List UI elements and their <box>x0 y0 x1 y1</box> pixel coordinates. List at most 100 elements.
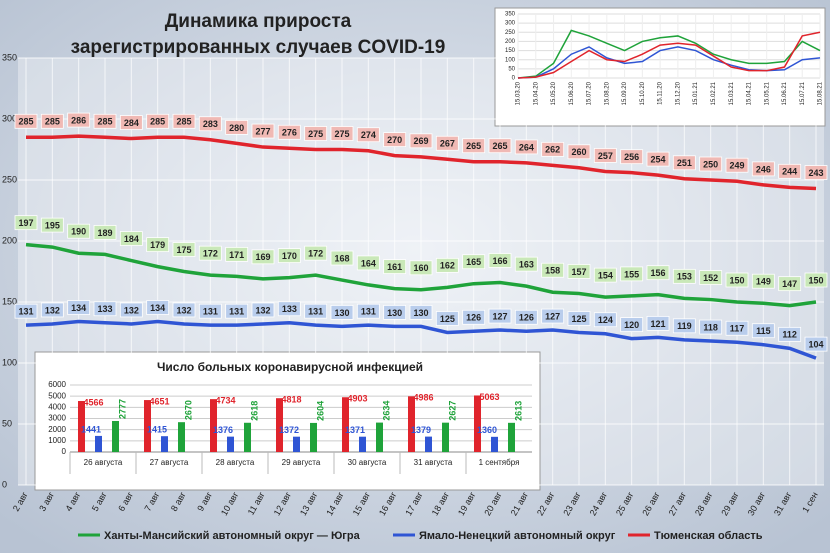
data-label-box <box>356 303 380 319</box>
x-tick-label: 15.05.21 <box>764 81 770 105</box>
data-label-box <box>251 249 275 265</box>
data-label: 166 <box>492 256 507 266</box>
data-label-box <box>435 257 459 273</box>
data-label: 280 <box>229 123 244 133</box>
data-label: 1360 <box>477 425 497 435</box>
data-label: 250 <box>703 159 718 169</box>
data-label: 147 <box>782 279 797 289</box>
data-label-box <box>778 326 802 342</box>
data-label: 244 <box>782 167 797 177</box>
data-label-box <box>435 135 459 151</box>
data-label: 175 <box>176 245 191 255</box>
y-tick-label: 4000 <box>48 402 66 411</box>
data-label: 161 <box>387 262 402 272</box>
x-tick-label: 15.08.20 <box>604 81 610 105</box>
data-label: 130 <box>334 308 349 318</box>
data-label-box <box>93 225 117 240</box>
data-label: 131 <box>229 307 244 317</box>
data-label-box <box>409 133 433 149</box>
y-tick-label: 1000 <box>48 436 66 445</box>
data-label: 132 <box>45 305 60 315</box>
data-label: 152 <box>703 273 718 283</box>
data-label: 125 <box>440 314 455 324</box>
data-label-box <box>67 300 91 315</box>
y-tick-label: 250 <box>505 30 516 36</box>
chart-title: зарегистрированных случаев COVID-19 <box>71 37 446 58</box>
bar <box>210 399 217 452</box>
data-label-box <box>172 302 196 318</box>
data-label: 189 <box>97 228 112 238</box>
data-label: 2777 <box>117 399 127 419</box>
data-label: 265 <box>466 141 481 151</box>
data-label: 115 <box>756 326 771 336</box>
data-label: 267 <box>440 139 455 149</box>
data-label: 274 <box>361 130 376 140</box>
x-tick-label: 15.11.20 <box>658 81 664 105</box>
data-label-box <box>225 303 249 319</box>
data-label: 195 <box>45 220 60 230</box>
y-tick-label: 250 <box>2 174 17 184</box>
data-label-box <box>672 155 696 171</box>
data-label: 121 <box>650 319 665 329</box>
data-label: 170 <box>282 251 297 261</box>
data-label: 249 <box>729 161 744 171</box>
y-tick-label: 6000 <box>48 380 66 389</box>
x-tick-label: 15.03.21 <box>729 81 735 105</box>
data-label-box <box>751 161 775 177</box>
data-label: 172 <box>308 249 323 259</box>
data-label: 4818 <box>281 395 301 405</box>
data-label-box <box>356 255 380 271</box>
bar <box>408 396 415 452</box>
x-tick-label: 1 сентября <box>479 458 520 467</box>
data-label-box <box>383 259 407 274</box>
data-label-box <box>567 144 591 160</box>
data-label-box <box>146 113 170 129</box>
bar <box>359 436 366 452</box>
y-tick-label: 0 <box>2 479 7 489</box>
data-label-box <box>383 132 407 148</box>
data-label: 131 <box>308 307 323 317</box>
data-label-box <box>593 312 617 328</box>
bar <box>474 395 481 452</box>
data-label-box <box>488 138 512 154</box>
data-label: 165 <box>466 257 481 267</box>
data-label: 126 <box>519 313 534 323</box>
x-tick-label: 15.08.21 <box>818 81 824 105</box>
data-label: 285 <box>150 117 165 127</box>
data-label-box <box>567 264 591 279</box>
data-label-box <box>172 242 196 257</box>
data-label-box <box>725 157 749 173</box>
data-label-box <box>541 262 565 278</box>
data-label-box <box>646 315 670 331</box>
data-label-box <box>251 302 275 318</box>
data-label: 156 <box>650 268 665 278</box>
y-tick-label: 50 <box>508 66 515 72</box>
series-line <box>26 134 817 191</box>
data-label-box <box>804 336 828 352</box>
data-label-box <box>40 302 64 318</box>
x-tick-label: 27 августа <box>150 458 189 467</box>
data-label: 275 <box>308 129 323 139</box>
data-label: 265 <box>492 141 507 151</box>
data-label: 285 <box>176 117 191 127</box>
data-label: 1372 <box>279 425 299 435</box>
y-tick-label: 0 <box>62 447 67 456</box>
x-tick-label: 15.07.20 <box>587 81 593 105</box>
data-label-box <box>330 250 354 266</box>
y-tick-label: 3000 <box>48 414 66 423</box>
data-label: 285 <box>97 117 112 127</box>
series-line <box>517 29 821 79</box>
bar <box>227 436 234 452</box>
data-label: 254 <box>650 154 665 164</box>
y-tick-label: 100 <box>2 357 17 367</box>
data-label-box <box>699 319 723 335</box>
legend-label: Тюменская область <box>654 530 763 542</box>
x-tick-label: 29 августа <box>282 458 321 467</box>
data-label-box <box>119 302 143 318</box>
x-tick-label: 28 августа <box>216 458 255 467</box>
data-label: 132 <box>124 305 139 315</box>
data-label-box <box>277 301 301 317</box>
x-tick-label: 26 августа <box>84 458 123 467</box>
data-label: 285 <box>45 117 60 127</box>
data-label-box <box>672 268 696 284</box>
